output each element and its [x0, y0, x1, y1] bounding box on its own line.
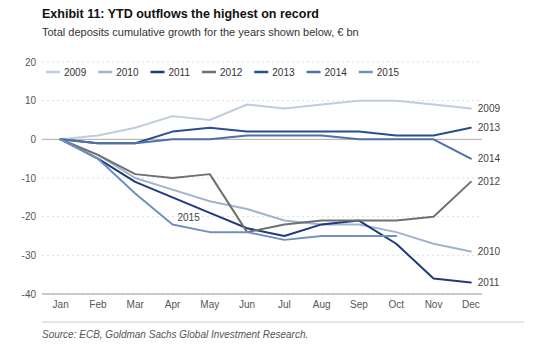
legend-swatch — [254, 71, 268, 74]
annotation: 2013 — [478, 122, 501, 133]
series-line — [61, 139, 397, 240]
x-axis-line — [42, 294, 482, 295]
x-tick-label: Oct — [388, 299, 404, 310]
legend-label: 2014 — [325, 67, 348, 78]
legend-swatch — [151, 71, 165, 74]
chart: Exhibit 11: YTD outflows the highest on … — [0, 0, 538, 349]
legend: 2009 2010 2011 2012 2013 2014 2015 — [46, 67, 399, 78]
series-line — [61, 139, 471, 251]
x-tick-label: Aug — [313, 299, 331, 310]
series-line — [61, 135, 471, 158]
legend-label: 2012 — [220, 67, 243, 78]
x-tick-label: Jan — [53, 299, 69, 310]
y-tick-label: 10 — [25, 95, 37, 106]
x-axis: Jan Feb Mar Apr May Jun Jul Aug Sep Oct Nov Dec — [53, 299, 480, 310]
legend-swatch — [98, 71, 112, 74]
legend-swatch — [46, 71, 60, 74]
grid-line — [42, 216, 482, 217]
subtitle: Total deposits cumulative growth for the… — [42, 26, 359, 38]
grid-line — [42, 255, 482, 256]
y-tick-label: -20 — [22, 211, 37, 222]
x-tick-label: Apr — [165, 299, 181, 310]
y-axis: -40 -30 -20 -10 0 10 20 — [22, 57, 482, 300]
annotation: 2012 — [478, 176, 501, 187]
x-tick-label: Sep — [350, 299, 368, 310]
annotation: 2015 — [178, 212, 201, 223]
annotation: 2010 — [478, 246, 501, 257]
y-tick-label: -40 — [22, 289, 37, 300]
annotation: 2011 — [478, 277, 500, 288]
separator — [42, 322, 524, 323]
y-tick-label: 0 — [30, 134, 36, 145]
legend-label: 2010 — [116, 67, 139, 78]
grid-line — [42, 178, 482, 179]
x-tick-label: Nov — [425, 299, 443, 310]
legend-swatch — [202, 71, 216, 74]
legend-label: 2009 — [64, 67, 87, 78]
legend-label: 2013 — [272, 67, 295, 78]
lines — [61, 101, 471, 283]
x-tick-label: Dec — [462, 299, 480, 310]
x-tick-label: Feb — [89, 299, 107, 310]
series-line — [61, 139, 471, 232]
grid-line — [42, 100, 482, 101]
legend-label: 2015 — [377, 67, 400, 78]
title: Exhibit 11: YTD outflows the highest on … — [42, 7, 319, 21]
y-tick-label: -30 — [22, 250, 37, 261]
y-tick-label: 20 — [25, 57, 37, 68]
grid-line — [42, 294, 482, 295]
legend-swatch — [307, 71, 321, 74]
source: Source: ECB, Goldman Sachs Global Invest… — [42, 329, 308, 340]
x-tick-label: Mar — [127, 299, 145, 310]
x-tick-label: Jun — [239, 299, 255, 310]
y-tick-label: -10 — [22, 173, 37, 184]
x-tick-label: Jul — [278, 299, 291, 310]
annotation: 2014 — [478, 153, 501, 164]
series-line — [61, 139, 471, 282]
grid-line — [42, 62, 482, 63]
annotation: 2009 — [478, 103, 501, 114]
x-tick-label: May — [200, 299, 219, 310]
annotations: 2009 2013 2014 2012 2010 2011 2015 — [178, 103, 501, 288]
legend-label: 2011 — [169, 67, 191, 78]
series-line — [61, 101, 471, 140]
legend-swatch — [359, 71, 373, 74]
